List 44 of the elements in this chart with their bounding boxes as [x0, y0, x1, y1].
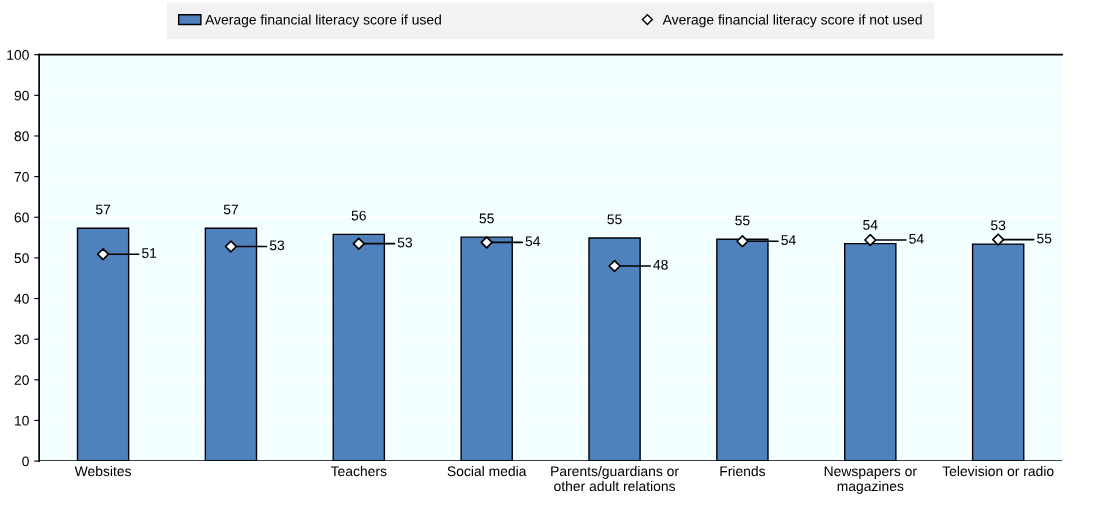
- point: [608, 259, 621, 273]
- data-label: 55: [1037, 233, 1052, 244]
- point: [991, 233, 1005, 246]
- data-label: 57: [95, 204, 111, 215]
- data-label: 54: [525, 236, 541, 247]
- y-tick-label: 70: [14, 171, 29, 182]
- x-tick-label: Parents/guardians or other adult relations: [551, 465, 679, 492]
- data-label: 56: [351, 210, 366, 221]
- y-tick-label: 50: [14, 253, 29, 264]
- y-tick-label: 20: [14, 375, 29, 385]
- y-tick-label: 80: [14, 131, 29, 142]
- point: [736, 235, 749, 248]
- data-label: 51: [141, 248, 157, 258]
- point: [224, 240, 238, 253]
- y-tick-label: 40: [14, 293, 29, 304]
- x-tick-label: Friends: [720, 465, 766, 477]
- x-tick-label: Television or radio: [942, 465, 1054, 477]
- data-label: 48: [653, 259, 668, 270]
- x-tick-label: Websites: [74, 465, 131, 477]
- data-label: 54: [909, 234, 924, 244]
- y-tick-label: 100: [7, 50, 29, 60]
- y-tick-label: 30: [14, 334, 29, 345]
- point: [480, 236, 493, 249]
- data-label: 55: [607, 214, 622, 225]
- data-label: 54: [781, 235, 796, 245]
- legend-label: Average financial literacy score if used: [205, 14, 441, 28]
- legend-label: Average financial literacy score if not used: [662, 14, 922, 28]
- data-label: 53: [397, 237, 413, 248]
- y-tick-label: 90: [14, 90, 29, 101]
- data-label: 55: [735, 215, 750, 226]
- point: [352, 237, 366, 250]
- point: [864, 233, 877, 247]
- x-tick-label: Teachers: [330, 465, 387, 477]
- y-tick-label: 60: [14, 212, 29, 223]
- data-label: 55: [479, 213, 494, 224]
- point: [96, 248, 110, 261]
- data-label: 53: [269, 240, 285, 251]
- y-tick-label: 10: [15, 415, 29, 426]
- data-label: 53: [991, 220, 1006, 231]
- data-label: 57: [223, 204, 238, 215]
- y-tick-label: 0: [22, 456, 29, 467]
- x-tick-label: Newspapers or magazines: [824, 466, 917, 494]
- data-label: 54: [863, 220, 878, 230]
- x-tick-label: Social media: [447, 465, 527, 477]
